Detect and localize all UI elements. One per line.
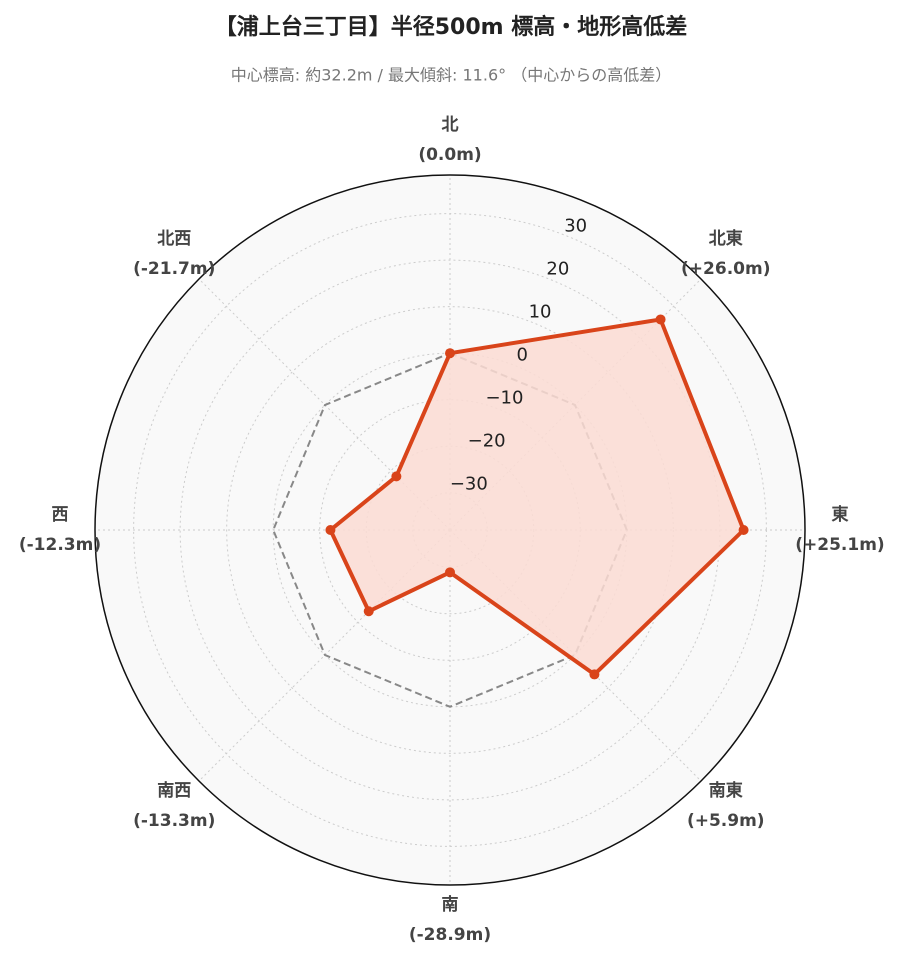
r-tick-label: −20 xyxy=(468,431,506,452)
value-label: (0.0m) xyxy=(418,145,481,165)
r-tick-label: 0 xyxy=(517,345,528,366)
value-label: (-13.3m) xyxy=(133,811,215,831)
r-tick-label: −10 xyxy=(485,388,523,409)
category-label: 北東 xyxy=(709,228,743,249)
r-tick-label: 10 xyxy=(529,302,552,323)
spoke xyxy=(198,278,451,531)
category-label: 南東 xyxy=(709,780,743,801)
category-label: 北西 xyxy=(157,229,191,249)
category-label: 東 xyxy=(832,504,849,525)
data-point xyxy=(738,525,749,535)
r-tick-label: 20 xyxy=(546,259,569,280)
data-point xyxy=(445,567,455,578)
value-label: (+25.1m) xyxy=(795,535,884,555)
category-label: 西 xyxy=(52,505,69,525)
category-label: 北 xyxy=(442,115,459,135)
data-point xyxy=(589,669,600,680)
r-tick-label: −30 xyxy=(450,474,488,495)
spoke xyxy=(449,529,702,782)
value-label: (-12.3m) xyxy=(19,535,101,555)
value-label: (-28.9m) xyxy=(409,925,491,945)
polar-frame xyxy=(94,174,806,886)
chart-subtitle: 中心標高: 約32.2m / 最大傾斜: 11.6° （中心からの高低差） xyxy=(231,66,671,85)
data-point xyxy=(363,606,374,617)
data-point xyxy=(391,471,402,482)
value-label: (-21.7m) xyxy=(133,259,215,279)
data-point xyxy=(445,348,455,359)
data-point xyxy=(655,314,666,325)
value-label: (+26.0m) xyxy=(681,259,770,279)
category-label: 南 xyxy=(442,894,459,915)
chart-title: 【浦上台三丁目】半径500m 標高・地形高低差 xyxy=(215,14,688,40)
value-label: (+5.9m) xyxy=(687,811,765,831)
data-point xyxy=(325,525,336,535)
spoke xyxy=(198,529,451,782)
r-tick-label: 30 xyxy=(564,216,587,237)
category-label: 南西 xyxy=(157,780,191,801)
